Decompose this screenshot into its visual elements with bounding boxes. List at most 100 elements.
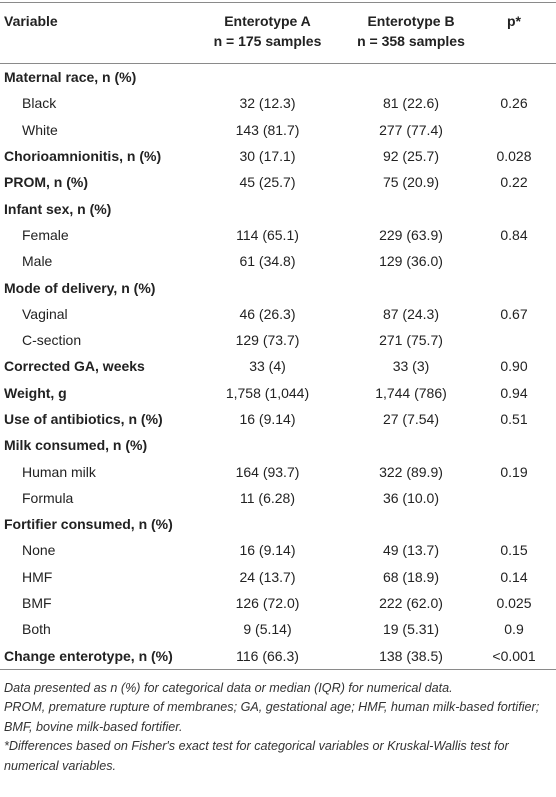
cell xyxy=(350,274,472,300)
row-label: BMF xyxy=(22,595,52,612)
cell: 277 (77.4) xyxy=(379,121,443,138)
row-label: PROM, n (%) xyxy=(4,174,88,191)
sub-row: White 143 (81.7) 277 (77.4) xyxy=(0,117,556,143)
cell: 0.15 xyxy=(500,542,528,559)
cell: 271 (75.7) xyxy=(379,332,443,349)
cell: 33 (3) xyxy=(392,358,430,375)
row-label: Female xyxy=(22,226,69,243)
group-row: Chorioamnionitis, n (%) 30 (17.1) 92 (25.7… xyxy=(0,143,556,169)
cell: 81 (22.6) xyxy=(382,95,440,112)
row-label: Weight, g xyxy=(4,384,67,401)
cell: 222 (62.0) xyxy=(379,595,443,612)
sub-row: HMF 24 (13.7) 68 (18.9) 0.14 xyxy=(0,564,556,590)
cell: 129 (73.7) xyxy=(235,332,300,349)
cell xyxy=(472,511,556,537)
sub-row: BMF 126 (72.0) 222 (62.0) 0.025 xyxy=(0,590,556,616)
cell: 1,744 (786) xyxy=(375,384,447,401)
cell: 138 (38.5) xyxy=(350,642,472,670)
row-label: Change enterotype, n (%) xyxy=(0,642,185,670)
cell: 1,758 (1,044) xyxy=(225,384,310,401)
cell xyxy=(472,195,556,221)
cell: 0.84 xyxy=(500,226,528,243)
row-label: Vaginal xyxy=(22,305,68,322)
group-row: Milk consumed, n (%) xyxy=(0,432,556,458)
sub-row: None 16 (9.14) 49 (13.7) 0.15 xyxy=(0,537,556,563)
cell xyxy=(185,195,350,221)
cell: 9 (5.14) xyxy=(243,621,292,638)
group-row: Mode of delivery, n (%) xyxy=(0,274,556,300)
cell: 322 (89.9) xyxy=(379,463,443,480)
row-label: None xyxy=(22,542,56,559)
cell: 229 (63.9) xyxy=(379,226,443,243)
cell: 68 (18.9) xyxy=(382,568,440,585)
cell xyxy=(185,274,350,300)
group-row: Change enterotype, n (%) 116 (66.3) 138 (3… xyxy=(0,642,556,670)
cell: 19 (5.31) xyxy=(382,621,440,638)
row-label: Both xyxy=(22,621,51,638)
cell: 11 (6.28) xyxy=(240,489,295,506)
cell: 129 (36.0) xyxy=(379,253,443,270)
cell: 36 (10.0) xyxy=(382,489,440,506)
cell: 46 (26.3) xyxy=(239,305,296,322)
cell xyxy=(350,195,472,221)
header-row: Variable Enterotype A n = 175 samples Enter… xyxy=(0,2,556,64)
cell: 24 (13.7) xyxy=(239,568,296,585)
header-title: Variable xyxy=(4,13,58,29)
row-label: Male xyxy=(22,253,53,270)
cell xyxy=(185,511,350,537)
group-row: Infant sex, n (%) xyxy=(0,195,556,221)
sub-row: Formula 11 (6.28) 36 (10.0) xyxy=(0,485,556,511)
sub-row: Black 32 (12.3) 81 (22.6) 0.26 xyxy=(0,90,556,116)
cell: 0.26 xyxy=(500,95,528,112)
row-label: Maternal race, n (%) xyxy=(4,69,137,86)
cell: 33 (4) xyxy=(249,358,286,375)
cell: 0.028 xyxy=(496,148,532,165)
header-cell: Enterotype B n = 358 samples xyxy=(350,2,472,64)
row-label: Use of antibiotics, n (%) xyxy=(4,411,163,427)
cell: 0.22 xyxy=(500,174,528,191)
cell: 32 (12.3) xyxy=(239,95,296,112)
cell: 143 (81.7) xyxy=(235,121,300,138)
cell: 45 (25.7) xyxy=(239,174,296,191)
group-row: Use of antibiotics, n (%) 16 (9.14) 27 (7.… xyxy=(0,406,556,432)
cell xyxy=(350,64,472,91)
row-label: Black xyxy=(22,95,57,112)
cell xyxy=(185,64,350,91)
cell: 0.19 xyxy=(500,463,528,480)
cell: 164 (93.7) xyxy=(235,463,300,480)
row-label: Corrected GA, weeks xyxy=(4,358,145,375)
cell: 92 (25.7) xyxy=(382,148,440,165)
sub-row: Female 114 (65.1) 229 (63.9) 0.84 xyxy=(0,222,556,248)
cell xyxy=(472,485,556,511)
row-label: Chorioamnionitis, n (%) xyxy=(4,148,162,165)
cell: 27 (7.54) xyxy=(382,411,440,427)
cell: 16 (9.14) xyxy=(239,411,296,427)
cell: 61 (34.8) xyxy=(239,253,296,270)
cell: 0.90 xyxy=(500,358,528,375)
footnotes: Data presented as n (%) for categorical … xyxy=(0,670,556,777)
cell xyxy=(472,274,556,300)
group-row: Corrected GA, weeks 33 (4) 33 (3) 0.90 xyxy=(0,353,556,379)
header-cell: Variable xyxy=(0,2,185,64)
header-title: p* xyxy=(507,13,521,29)
sub-row: Vaginal 46 (26.3) 87 (24.3) 0.67 xyxy=(0,301,556,327)
data-table: Variable Enterotype A n = 175 samples Enter… xyxy=(0,2,556,670)
header-title: Enterotype B xyxy=(367,13,455,29)
cell: 126 (72.0) xyxy=(235,595,300,612)
cell: 16 (9.14) xyxy=(239,542,296,559)
group-row: Maternal race, n (%) xyxy=(0,64,556,91)
row-label: Fortifier consumed, n (%) xyxy=(4,516,173,533)
group-row: Weight, g 1,758 (1,044) 1,744 (786) 0.94 xyxy=(0,380,556,406)
header-subtitle: n = 175 samples xyxy=(213,33,322,49)
header-title: Enterotype A xyxy=(224,13,311,29)
header-cell: p* xyxy=(472,2,556,64)
sub-row: Human milk 164 (93.7) 322 (89.9) 0.19 xyxy=(0,458,556,484)
row-label: Human milk xyxy=(22,463,96,480)
row-label: Mode of delivery, n (%) xyxy=(4,279,156,296)
cell: 0.025 xyxy=(496,595,532,612)
cell xyxy=(472,117,556,143)
cell: 0.94 xyxy=(500,384,528,401)
cell xyxy=(472,64,556,91)
group-row: Fortifier consumed, n (%) xyxy=(0,511,556,537)
